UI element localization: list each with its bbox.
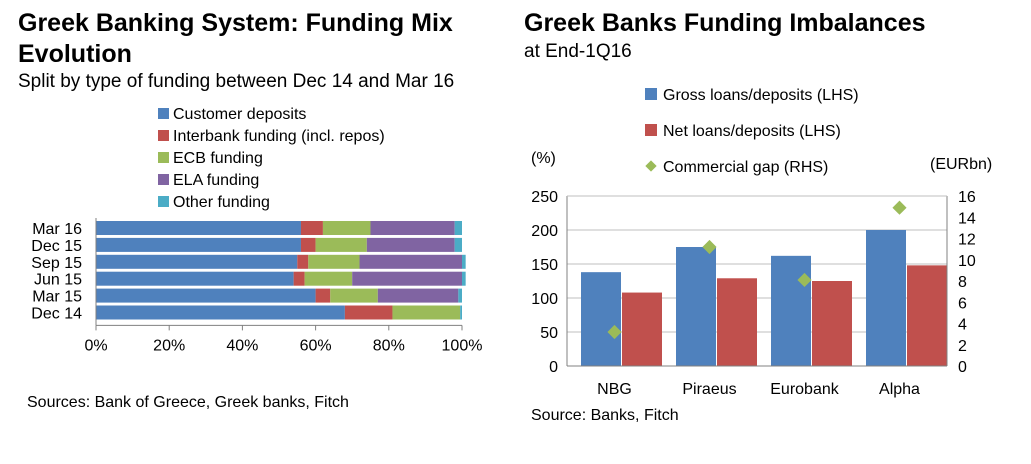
y-right-tick-label-6: 12 xyxy=(958,232,976,249)
legend-marker-2 xyxy=(645,160,656,171)
bar-4-0 xyxy=(96,289,316,303)
y-left-tick-label-2: 100 xyxy=(531,291,558,308)
category-label-3: Jun 15 xyxy=(34,272,82,289)
funding-imbalances-chart: Gross loans/deposits (LHS) Net loans/depo… xyxy=(515,0,1031,464)
y-left-tick-label-1: 50 xyxy=(540,325,558,342)
bar-4-1 xyxy=(316,289,331,303)
bar-3-1 xyxy=(294,272,305,286)
legend-swatch-0 xyxy=(645,88,657,100)
bar-1-2 xyxy=(316,238,367,252)
bar-0-4 xyxy=(455,221,462,235)
bar-5-4 xyxy=(460,306,462,320)
left-chart-source: Sources: Bank of Greece, Greek banks, Fi… xyxy=(27,393,349,413)
bar-5-0 xyxy=(96,306,345,320)
bar-0-3 xyxy=(371,221,455,235)
y-right-tick-label-3: 6 xyxy=(958,295,967,312)
bar-0-0 xyxy=(96,221,301,235)
legend-label-0: Customer deposits xyxy=(173,106,306,123)
legend-swatch-0 xyxy=(158,108,169,119)
y-left-tick-label-0: 0 xyxy=(549,359,558,376)
bar-4-2 xyxy=(330,289,378,303)
bar-2-0 xyxy=(96,255,297,269)
y-right-tick-label-7: 14 xyxy=(958,210,976,227)
y-right-unit-label: (EURbn) xyxy=(930,156,992,173)
legend-swatch-1 xyxy=(645,124,657,136)
legend-swatch-2 xyxy=(158,152,169,163)
y-right-tick-label-5: 10 xyxy=(958,253,976,270)
legend-label-1: Net loans/deposits (LHS) xyxy=(663,123,841,140)
category-label-0: NBG xyxy=(597,381,632,398)
y-left-tick-label-4: 200 xyxy=(531,223,558,240)
x-tick-label-5: 100% xyxy=(442,337,483,354)
bar-2-3 xyxy=(360,255,462,269)
legend-swatch-4 xyxy=(158,196,169,207)
x-tick-label-2: 40% xyxy=(226,337,258,354)
y-right-tick-label-8: 16 xyxy=(958,189,976,206)
bar-0-1 xyxy=(301,221,323,235)
category-label-2: Eurobank xyxy=(770,381,839,398)
y-right-tick-label-2: 4 xyxy=(958,317,967,334)
bar-1-1 xyxy=(717,278,757,366)
bar-2-0 xyxy=(771,256,811,366)
category-label-0: Mar 16 xyxy=(32,221,82,238)
bar-3-0 xyxy=(866,230,906,366)
bar-1-4 xyxy=(455,238,462,252)
x-tick-label-4: 80% xyxy=(373,337,405,354)
y-right-tick-label-0: 0 xyxy=(958,359,967,376)
category-label-2: Sep 15 xyxy=(31,255,82,272)
bar-2-4 xyxy=(462,255,466,269)
y-right-tick-label-4: 8 xyxy=(958,274,967,291)
bar-3-0 xyxy=(96,272,294,286)
category-label-4: Mar 15 xyxy=(32,289,82,306)
legend-label-0: Gross loans/deposits (LHS) xyxy=(663,87,859,104)
legend-label-2: ECB funding xyxy=(173,150,263,167)
category-label-5: Dec 14 xyxy=(31,306,82,323)
right-chart-source: Source: Banks, Fitch xyxy=(531,406,679,426)
legend-label-1: Interbank funding (incl. repos) xyxy=(173,128,385,145)
bar-2-2 xyxy=(308,255,359,269)
category-label-1: Dec 15 xyxy=(31,238,82,255)
y-left-unit-label: (%) xyxy=(531,150,556,167)
x-tick-label-1: 20% xyxy=(153,337,185,354)
y-left-tick-label-3: 150 xyxy=(531,257,558,274)
bar-1-0 xyxy=(96,238,301,252)
bar-0-0 xyxy=(581,272,621,366)
legend-label-2: Commercial gap (RHS) xyxy=(663,159,828,176)
category-label-1: Piraeus xyxy=(682,381,736,398)
bar-1-1 xyxy=(301,238,316,252)
bar-3-1 xyxy=(907,265,947,366)
bar-3-4 xyxy=(462,272,466,286)
bar-0-1 xyxy=(622,293,662,366)
bar-3-2 xyxy=(305,272,353,286)
bar-2-1 xyxy=(812,281,852,366)
bar-2-1 xyxy=(297,255,308,269)
bar-5-1 xyxy=(345,306,393,320)
marker-3 xyxy=(892,201,906,215)
y-right-tick-label-1: 2 xyxy=(958,338,967,355)
bar-1-3 xyxy=(367,238,455,252)
legend-swatch-1 xyxy=(158,130,169,141)
bar-4-3 xyxy=(378,289,459,303)
category-label-3: Alpha xyxy=(879,381,920,398)
bar-3-3 xyxy=(352,272,462,286)
x-tick-label-0: 0% xyxy=(84,337,107,354)
bar-5-2 xyxy=(392,306,460,320)
y-left-tick-label-5: 250 xyxy=(531,189,558,206)
bar-4-4 xyxy=(458,289,462,303)
legend-label-3: ELA funding xyxy=(173,172,259,189)
legend-label-4: Other funding xyxy=(173,194,270,211)
x-tick-label-3: 60% xyxy=(300,337,332,354)
bar-1-0 xyxy=(676,247,716,366)
bar-0-2 xyxy=(323,221,371,235)
legend-swatch-3 xyxy=(158,174,169,185)
